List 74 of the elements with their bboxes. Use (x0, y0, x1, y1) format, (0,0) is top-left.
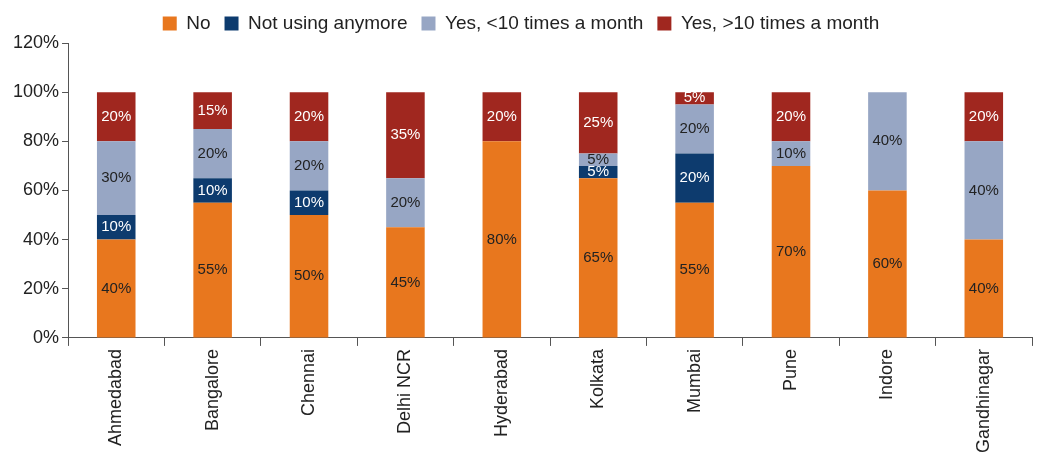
data-label: 40% (968, 180, 999, 198)
data-label: 25% (583, 113, 614, 131)
bar (386, 178, 425, 228)
data-label: 10% (197, 180, 228, 198)
y-tick-label: 20% (23, 277, 60, 298)
data-label: 30% (101, 168, 132, 186)
bar (96, 92, 136, 142)
bar (675, 104, 714, 154)
data-label: 70% (775, 241, 807, 259)
x-tick-label: Hyderabad (490, 348, 511, 437)
bar (868, 190, 907, 338)
x-tick-label: Pune (779, 348, 800, 391)
data-label: 60% (872, 254, 903, 272)
data-label: 20% (294, 106, 325, 124)
data-label: 50% (294, 266, 325, 284)
y-tick-label: 100% (12, 81, 60, 102)
data-label: 40% (101, 278, 132, 296)
y-tick-label: 0% (33, 326, 60, 347)
legend-label: Yes, <10 times a month (444, 11, 644, 33)
data-label: 20% (775, 106, 807, 124)
bar (578, 92, 618, 154)
bar (771, 165, 811, 338)
data-label: 5% (587, 149, 610, 167)
bar (386, 227, 425, 338)
x-tick-label: Mumbai (683, 348, 704, 413)
bar (193, 202, 232, 338)
data-label: 80% (486, 229, 517, 247)
bar (96, 141, 136, 216)
legend-label: No (186, 11, 211, 33)
data-label: 10% (294, 192, 325, 210)
bar (386, 92, 425, 179)
bar (964, 239, 1004, 338)
data-label: 10% (101, 217, 132, 235)
bar (868, 92, 907, 191)
data-label: 40% (872, 131, 903, 149)
data-label: 55% (679, 260, 710, 278)
x-tick-label: Indore (876, 348, 897, 400)
data-label: 55% (197, 260, 228, 278)
bar (964, 141, 1004, 240)
bar (289, 215, 329, 338)
data-label: 20% (679, 119, 710, 137)
y-tick-label: 60% (23, 179, 60, 200)
data-label: 20% (197, 143, 228, 161)
bar (482, 141, 522, 338)
y-tick-label: 120% (12, 31, 60, 52)
bar (193, 92, 232, 130)
bar (578, 178, 618, 338)
legend-label: Yes, >10 times a month (680, 11, 880, 33)
legend-label: Not using anymore (248, 11, 408, 33)
x-tick-label: Ahmedabad (105, 348, 126, 446)
data-label: 20% (390, 192, 421, 210)
bar (193, 129, 232, 179)
data-label: 65% (583, 247, 614, 265)
data-label: 20% (968, 106, 999, 124)
data-label: 40% (968, 278, 999, 296)
data-label: 5% (683, 88, 706, 106)
data-label: 20% (101, 106, 132, 124)
x-tick-label: Bangalore (201, 348, 222, 431)
bar (675, 202, 714, 338)
data-label: 15% (197, 100, 228, 118)
data-label: 20% (486, 106, 517, 124)
data-label: 35% (390, 125, 421, 143)
x-tick-label: Chennai (298, 348, 318, 416)
data-label: 45% (390, 272, 421, 290)
x-tick-label: Gandhinagar (972, 348, 993, 454)
y-tick-label: 40% (23, 228, 60, 249)
data-label: 10% (775, 143, 807, 161)
data-label: 20% (679, 168, 710, 186)
data-label: 20% (294, 156, 325, 174)
y-tick-label: 80% (23, 130, 60, 151)
bar (675, 153, 714, 203)
bar (96, 239, 136, 338)
x-tick-label: Kolkata (587, 347, 608, 409)
x-tick-label: Delhi NCR (394, 348, 415, 434)
